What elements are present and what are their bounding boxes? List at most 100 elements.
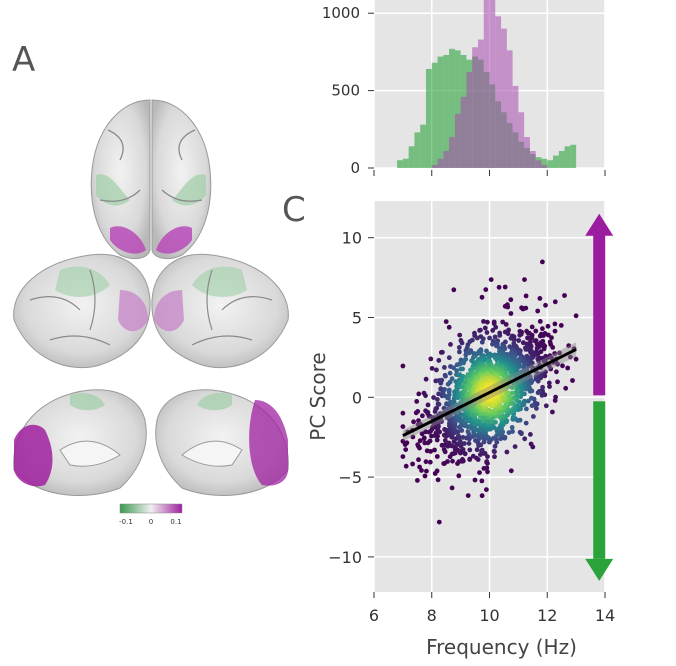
scatter-point [446, 440, 452, 446]
scatter-point [454, 368, 459, 373]
scatter-point [422, 473, 428, 479]
scatter-point [523, 347, 529, 352]
scatter-point [485, 319, 490, 325]
scatter-point [531, 414, 536, 419]
scatter-point [449, 485, 455, 491]
scatter-point [563, 385, 569, 391]
scatter-point [539, 393, 545, 398]
scatter-point [443, 319, 449, 324]
scatter-point [479, 493, 485, 499]
brain-top-view [90, 99, 212, 260]
scatter-point [472, 477, 478, 483]
scatter-point [552, 398, 558, 403]
scatter-point [438, 386, 444, 392]
scatter-point [434, 468, 440, 474]
scatter-point [467, 456, 473, 462]
scatter-point [502, 284, 508, 290]
histogram-bar [553, 155, 559, 168]
scatter-point [403, 463, 409, 469]
histogram-bar [437, 56, 444, 169]
scatter-point [573, 356, 579, 362]
scatter-point [451, 287, 457, 293]
histogram-bar [420, 124, 426, 168]
histogram-bar [460, 96, 467, 168]
scatter-point [484, 459, 490, 464]
scatter-point [506, 430, 512, 435]
scatter-point [496, 345, 502, 351]
scatter-point [423, 459, 429, 465]
scatter-point [465, 493, 471, 498]
scatter-point [460, 366, 465, 372]
scatter-point [459, 340, 465, 346]
scatter-point [484, 465, 490, 471]
scatter-point [554, 369, 559, 375]
scatter-point [509, 385, 515, 390]
scatter-point [509, 390, 515, 396]
scatter-point [466, 441, 472, 446]
scatter-point [440, 349, 445, 355]
arrow-down-head [585, 558, 614, 581]
scatter-point [566, 343, 572, 349]
scatter-point [529, 395, 534, 401]
scatter-xtick-label: 12 [537, 606, 557, 625]
scatter-point [446, 324, 452, 330]
scatter-point [449, 376, 455, 382]
scatter-point [500, 394, 506, 400]
scatter-point [444, 401, 449, 407]
scatter-point [524, 406, 529, 412]
scatter-point [415, 442, 421, 448]
scatter-point [517, 332, 523, 338]
scatter-point [490, 341, 495, 347]
scatter-point [552, 299, 558, 305]
scatter-point [500, 319, 506, 325]
scatter-point [526, 398, 531, 404]
scatter-point [479, 294, 485, 300]
scatter-point [451, 365, 456, 371]
scatter-point [434, 405, 440, 411]
histogram-bar [414, 132, 421, 168]
scatter-point [456, 345, 462, 350]
scatter-point [492, 334, 498, 340]
scatter-point [484, 348, 489, 354]
scatter-point [431, 395, 436, 400]
scatter-point [521, 340, 526, 346]
histogram-bar [524, 137, 530, 168]
panel-label-a: A [12, 40, 36, 80]
scatter-point [513, 389, 519, 395]
scatter-point [485, 469, 490, 475]
scatter-point [570, 378, 575, 383]
scatter-point [525, 330, 531, 336]
scatter-point [446, 392, 452, 398]
scatter-point [456, 473, 462, 479]
scatter-point [423, 376, 429, 382]
histogram-bar [449, 137, 455, 168]
scatter-point [573, 313, 579, 319]
scatter-point [532, 400, 538, 406]
histogram-bar [483, 0, 490, 168]
scatter-point [550, 409, 555, 415]
scatter-point [448, 342, 453, 347]
scatter-point [456, 433, 461, 439]
histogram-bar [529, 150, 536, 168]
scatter-point [529, 324, 535, 330]
scatter-point [477, 328, 482, 333]
scatter-point [424, 468, 429, 474]
scatter-point [558, 323, 564, 328]
scatter-point [494, 357, 500, 363]
scatter-point [546, 380, 552, 386]
scatter-point [457, 349, 462, 355]
scatter-point [442, 387, 447, 392]
arrow-up-shaft [593, 225, 606, 396]
histogram-bar [397, 160, 403, 168]
brain-renderings: -0.1 0 0.1 [13, 99, 289, 526]
scatter-point [517, 429, 523, 435]
histogram-bar [408, 146, 415, 168]
scatter-point [460, 457, 465, 462]
scatter-point [540, 259, 545, 265]
scatter-point [533, 328, 539, 334]
scatter-point [504, 449, 510, 455]
histogram-bar [425, 68, 432, 168]
scatter-point [536, 358, 542, 364]
scatter-point [415, 478, 420, 483]
scatter-point [461, 360, 466, 366]
